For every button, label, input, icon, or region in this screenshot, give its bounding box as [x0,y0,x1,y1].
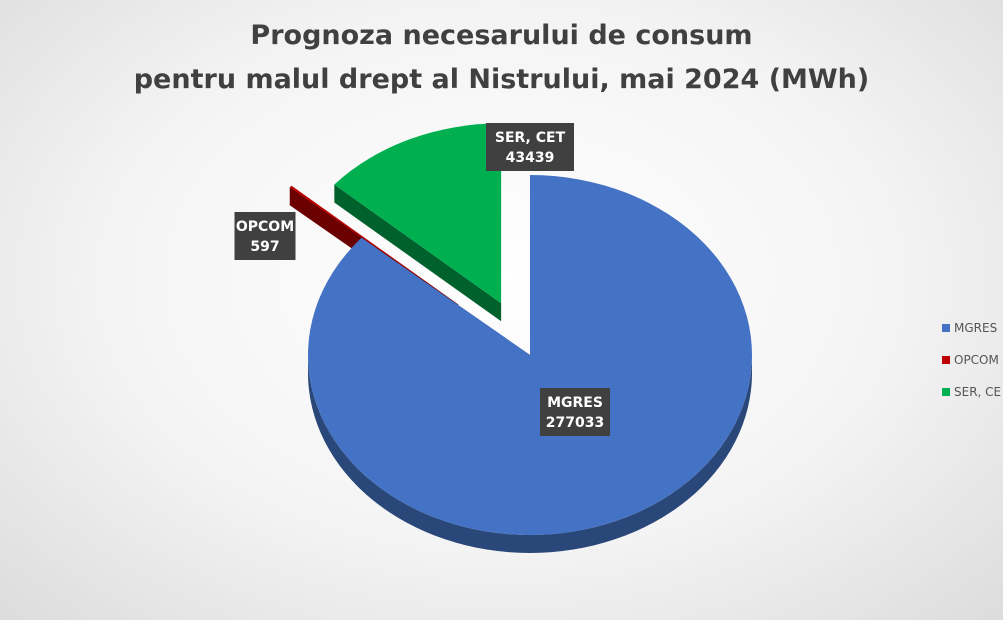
data-label-mgres: MGRES 277033 [540,388,610,436]
legend-item-opcom: OPCOM [942,350,1003,370]
legend-swatch-opcom [942,356,950,364]
data-label-value-ser-cet: 43439 [506,150,555,166]
data-label-category-mgres: MGRES [547,395,603,411]
data-label-box-opcom [234,212,296,260]
legend-swatch-ser-cet [942,388,950,396]
legend-label-ser-cet: SER, CE [954,385,1002,399]
slice-ser-cet-side-0 [334,184,502,322]
data-label-category-ser-cet: SER, CET [495,130,566,146]
legend-item-mgres: MGRES [942,318,1003,338]
slice-ser-cet-top [334,123,502,304]
data-label-category-opcom: OPCOM [236,219,294,235]
data-label-ser-cet: SER, CET 43439 [486,123,574,171]
data-label-box-mgres [540,388,610,436]
slice-mgres [307,175,752,553]
chart-title-line-1: Prognoza necesarului de consum [250,20,753,51]
slice-opcom-top [289,185,459,305]
chart-title-line-2: pentru malul drept al Nistrului, mai 202… [133,64,870,95]
chart-title: Prognoza necesarului de consum pentru ma… [0,14,1003,102]
legend-label-mgres: MGRES [954,321,998,335]
data-label-box-ser-cet [486,123,574,171]
data-label-opcom: OPCOM 597 [234,212,296,260]
data-label-value-mgres: 277033 [546,415,604,431]
legend-label-opcom: OPCOM [954,353,999,367]
legend-item-ser-cet: SER, CE [942,382,1003,402]
slice-mgres-top [307,175,752,535]
data-label-value-opcom: 597 [250,239,279,255]
legend: MGRES OPCOM SER, CE [942,318,1003,414]
legend-swatch-mgres [942,324,950,332]
slice-ser-cet [334,123,502,322]
